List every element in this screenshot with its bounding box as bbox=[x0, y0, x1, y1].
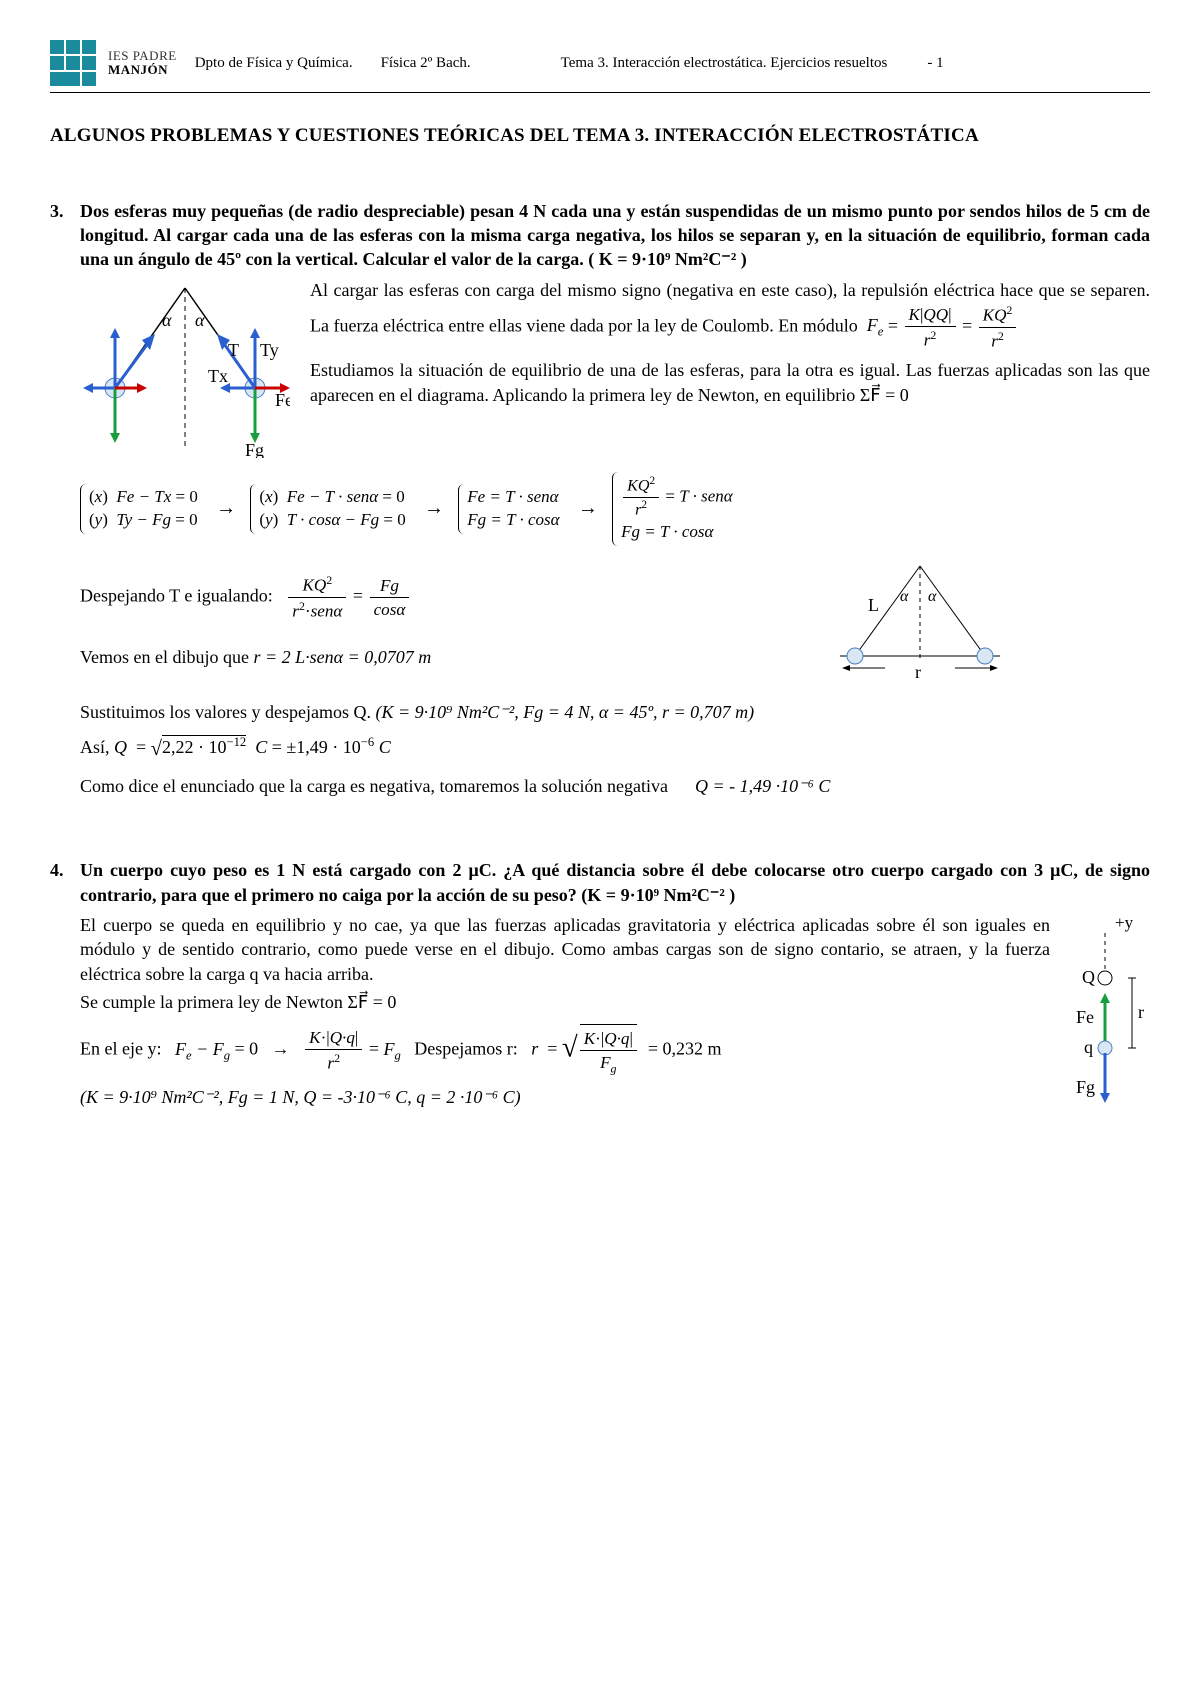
problem-4-solution: El cuerpo se queda en equilibrio y no ca… bbox=[80, 913, 1050, 1109]
problem-3-statement: 3. Dos esferas muy pequeñas (de radio de… bbox=[50, 199, 1150, 272]
header-rule bbox=[50, 92, 1150, 93]
school-line2: MANJÓN bbox=[108, 63, 177, 77]
problem-3-diagram-forces: α α T Ty Tx Fe Fg bbox=[80, 278, 290, 458]
p4-eje-y: En el eje y: Fe − Fg = 0 → K·|Q·q|r2 = F… bbox=[80, 1024, 1050, 1077]
p3-sust-txt: Sustituimos los valores y despejamos Q. bbox=[80, 702, 376, 722]
p3-desp-txt: Despejando T e igualando: bbox=[80, 586, 273, 606]
p3-despejando: Despejando T e igualando: KQ2r2·senα = F… bbox=[80, 572, 790, 623]
svg-text:α: α bbox=[195, 310, 205, 330]
problem-4-num: 4. bbox=[50, 858, 80, 907]
svg-text:Fg: Fg bbox=[1076, 1077, 1095, 1097]
problem-4-diagram: +y Q Fe q Fg r bbox=[1070, 913, 1150, 1113]
dept-text: Dpto de Física y Química. bbox=[195, 53, 353, 73]
page-header: IES PADRE MANJÓN Dpto de Física y Químic… bbox=[50, 40, 1150, 86]
svg-text:α: α bbox=[928, 588, 937, 605]
p4-newton: Se cumple la primera ley de Newton ΣF⃗ =… bbox=[80, 990, 1050, 1014]
school-line1: IES PADRE bbox=[108, 49, 177, 63]
svg-text:L: L bbox=[868, 595, 879, 615]
svg-text:α: α bbox=[900, 588, 909, 605]
svg-text:r: r bbox=[1138, 1002, 1144, 1022]
p4-vals: (K = 9·10⁹ Nm²C⁻², Fg = 1 N, Q = -3·10⁻⁶… bbox=[80, 1085, 1050, 1109]
problem-3-text: Dos esferas muy pequeñas (de radio despr… bbox=[80, 199, 1150, 272]
svg-text:Fe: Fe bbox=[275, 390, 290, 410]
problem-3-solution-col: Al cargar las esferas con carga del mism… bbox=[310, 278, 1150, 407]
problem-3: 3. Dos esferas muy pequeñas (de radio de… bbox=[50, 199, 1150, 799]
svg-text:Fg: Fg bbox=[245, 440, 264, 458]
page-number: - 1 bbox=[927, 53, 943, 73]
p3-sol-para1: Al cargar las esferas con carga del mism… bbox=[310, 280, 1150, 336]
p3-final-line: Como dice el enunciado que la carga es n… bbox=[80, 774, 1150, 798]
main-title: ALGUNOS PROBLEMAS Y CUESTIONES TEÓRICAS … bbox=[50, 123, 1150, 149]
school-logo bbox=[50, 40, 96, 86]
svg-text:T: T bbox=[228, 340, 239, 360]
svg-text:Q: Q bbox=[1082, 967, 1095, 987]
p4-eje-y-txt: En el eje y: bbox=[80, 1039, 161, 1059]
p3-vemos: Vemos en el dibujo que r = 2 L·senα = 0,… bbox=[80, 645, 790, 669]
svg-text:q: q bbox=[1084, 1037, 1093, 1057]
p3-r-expr: r = 2 L·senα = 0,0707 m bbox=[253, 647, 431, 667]
svg-text:Tx: Tx bbox=[208, 366, 228, 386]
svg-text:Ty: Ty bbox=[260, 340, 279, 360]
svg-text:+y: +y bbox=[1115, 913, 1134, 932]
problem-4-statement: 4. Un cuerpo cuyo peso es 1 N está carga… bbox=[50, 858, 1150, 907]
problem-4-text: Un cuerpo cuyo peso es 1 N está cargado … bbox=[80, 858, 1150, 907]
p3-result-line: Así, Q = √2,22 · 10−12 C = ±1,49 · 10−6 … bbox=[80, 734, 1150, 764]
p4-para1: El cuerpo se queda en equilibrio y no ca… bbox=[80, 913, 1050, 986]
p3-eq-cases: (x) Fe − Tx = 0(y) Ty − Fg = 0 → (x) Fe … bbox=[80, 472, 1150, 546]
p3-vemos-txt: Vemos en el dibujo que bbox=[80, 647, 253, 667]
p4-despe: Despejamos r: bbox=[414, 1039, 517, 1059]
problem-4: 4. Un cuerpo cuyo peso es 1 N está carga… bbox=[50, 858, 1150, 1113]
p4-r-result: = 0,232 m bbox=[648, 1039, 722, 1059]
svg-text:r: r bbox=[915, 662, 921, 682]
problem-3-diagram-triangle: α α L r bbox=[810, 556, 1030, 686]
p3-sol-para2: Estudiamos la situación de equilibrio de… bbox=[310, 358, 1150, 407]
svg-text:Fe: Fe bbox=[1076, 1007, 1094, 1027]
p3-sust-vals: (K = 9·10⁹ Nm²C⁻², Fg = 4 N, α = 45º, r … bbox=[376, 702, 755, 722]
school-name: IES PADRE MANJÓN bbox=[108, 49, 177, 78]
p3-asi: Así, bbox=[80, 737, 114, 757]
p3-final-Q: Q = - 1,49 ·10⁻⁶ C bbox=[695, 776, 830, 796]
problem-3-num: 3. bbox=[50, 199, 80, 272]
svg-text:α: α bbox=[162, 310, 172, 330]
p3-sustituimos: Sustituimos los valores y despejamos Q. … bbox=[80, 700, 1150, 724]
topic-text: Tema 3. Interacción electrostática. Ejer… bbox=[561, 53, 888, 73]
p3-final-txt: Como dice el enunciado que la carga es n… bbox=[80, 776, 668, 796]
course-text: Física 2º Bach. bbox=[381, 53, 471, 73]
